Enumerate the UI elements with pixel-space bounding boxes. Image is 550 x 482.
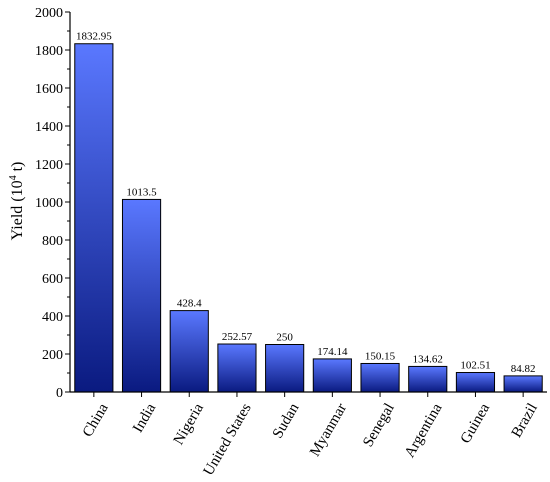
bar-china bbox=[74, 43, 114, 393]
bar-value-label: 150.15 bbox=[365, 350, 396, 362]
bar-senegal bbox=[360, 362, 400, 393]
y-tick-label: 1200 bbox=[35, 158, 63, 173]
x-axis bbox=[70, 391, 547, 397]
bar-guinea bbox=[455, 372, 496, 393]
bar-value-label: 174.14 bbox=[317, 346, 348, 358]
bar-value-labels: 1832.95 1013.5 428.4 252.57 250 174.14 150.15 1… bbox=[76, 31, 536, 375]
bar-value-label: 250 bbox=[276, 332, 293, 344]
bar-value-label: 428.4 bbox=[177, 298, 202, 310]
svg-text:Yield (104 t): Yield (104 t) bbox=[8, 162, 26, 241]
bars-group bbox=[74, 43, 543, 393]
bar-united-states bbox=[217, 343, 257, 393]
bar-argentina bbox=[408, 365, 448, 393]
y-tick-label: 2000 bbox=[35, 6, 63, 21]
bar-value-label: 134.62 bbox=[413, 353, 443, 365]
category-label: Myanmar bbox=[307, 401, 350, 460]
bar-value-label: 1013.5 bbox=[126, 186, 157, 198]
y-axis-title: Yield (104 t) bbox=[8, 162, 26, 241]
bar-value-label: 102.51 bbox=[460, 360, 490, 372]
y-tick-label: 200 bbox=[42, 348, 63, 363]
category-label: United States bbox=[201, 401, 255, 479]
bar-sudan bbox=[265, 344, 305, 393]
y-tick-label: 800 bbox=[42, 234, 63, 249]
bar-nigeria bbox=[169, 310, 209, 393]
bar-value-label: 1832.95 bbox=[76, 31, 112, 43]
bar-india bbox=[121, 198, 162, 393]
bar-value-label: 252.57 bbox=[222, 331, 253, 343]
category-label: Sudan bbox=[270, 400, 303, 441]
category-label: Senegal bbox=[360, 401, 398, 450]
bar-brazil bbox=[503, 375, 543, 393]
y-tick-label: 1400 bbox=[35, 120, 63, 135]
y-tick-label: 400 bbox=[42, 310, 63, 325]
y-tick-label: 600 bbox=[42, 272, 63, 287]
y-axis: 0 200 400 600 800 1000 1200 1400 1600 1800 2000 bbox=[35, 6, 71, 401]
bar-myanmar bbox=[312, 358, 352, 393]
y-axis-title-tail: t) bbox=[9, 162, 26, 176]
category-label: Nigeria bbox=[171, 401, 208, 448]
y-axis-title-superscript: 4 bbox=[8, 175, 19, 180]
category-label: Guinea bbox=[458, 401, 494, 447]
bar-value-label: 84.82 bbox=[511, 363, 536, 375]
y-tick-label: 1000 bbox=[35, 196, 63, 211]
y-tick-label: 0 bbox=[56, 386, 63, 401]
y-tick-label: 1600 bbox=[35, 82, 63, 97]
y-tick-label: 1800 bbox=[35, 44, 63, 59]
category-label: China bbox=[80, 401, 112, 440]
category-label: India bbox=[130, 401, 159, 436]
category-label: Brazil bbox=[509, 401, 541, 441]
y-axis-title-main: Yield (10 bbox=[9, 180, 26, 240]
category-label: Argentina bbox=[402, 401, 446, 461]
